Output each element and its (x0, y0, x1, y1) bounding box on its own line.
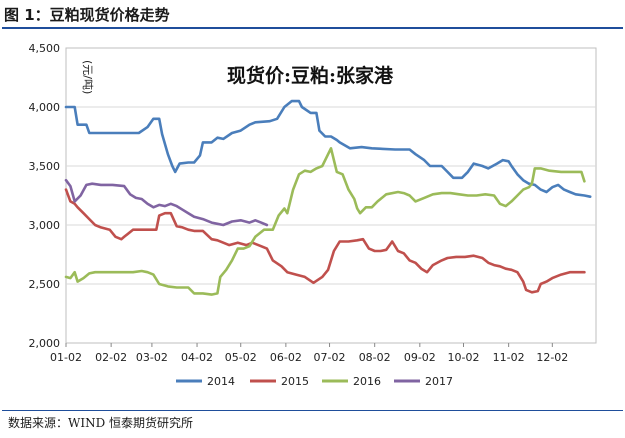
gridlines (66, 106, 596, 285)
legend-label-2016: 2016 (353, 375, 381, 388)
series-lines (64, 99, 592, 296)
line-chart: 2,000 2,500 3,000 3,500 4,000 4,500 01-02 02-0… (29, 42, 597, 388)
y-tick-label: 2,500 (29, 278, 61, 291)
legend-label-2015: 2015 (281, 375, 309, 388)
y-tick-label: 4,500 (29, 42, 61, 55)
legend-label-2014: 2014 (207, 375, 235, 388)
x-tick-label: 04-02 (181, 351, 213, 364)
series-line-2017 (64, 178, 269, 227)
legend-label-2017: 2017 (425, 375, 453, 388)
plot-frame (65, 47, 597, 344)
x-tick-labels: 01-02 02-02 03-02 04-02 05-02 06-02 07-02 08-02… (50, 343, 568, 364)
figure-title: 图 1：豆粕现货价格走势 (4, 6, 170, 24)
data-source: 数据来源：WIND 恒泰期货研究所 (8, 416, 194, 430)
x-tick-label: 02-02 (95, 351, 127, 364)
chart-title: 现货价:豆粕:张家港 (227, 64, 394, 87)
y-tick-label: 3,000 (29, 219, 61, 232)
y-tick-label: 4,000 (29, 101, 61, 114)
source-rule (2, 410, 623, 411)
legend: 2014 2015 2016 2017 (176, 375, 453, 388)
x-tick-label: 06-02 (270, 351, 302, 364)
series-line-2014 (64, 99, 592, 198)
y-axis-label: (元/吨) (81, 60, 94, 94)
x-tick-label: 08-02 (359, 351, 391, 364)
series-line-2015 (64, 188, 586, 294)
series-line-2016 (64, 147, 586, 296)
x-tick-label: 10-02 (448, 351, 480, 364)
x-tick-label: 01-02 (50, 351, 82, 364)
y-tick-label: 2,000 (29, 337, 61, 350)
x-tick-label: 05-02 (225, 351, 257, 364)
x-tick-label: 03-02 (136, 351, 168, 364)
y-tick-labels: 2,000 2,500 3,000 3,500 4,000 4,500 (29, 42, 61, 350)
x-tick-label: 09-02 (404, 351, 436, 364)
y-tick-label: 3,500 (29, 160, 61, 173)
x-tick-label: 12-02 (536, 351, 568, 364)
x-tick-label: 07-02 (314, 351, 346, 364)
title-rule (2, 27, 623, 29)
x-tick-label: 11-02 (493, 351, 525, 364)
